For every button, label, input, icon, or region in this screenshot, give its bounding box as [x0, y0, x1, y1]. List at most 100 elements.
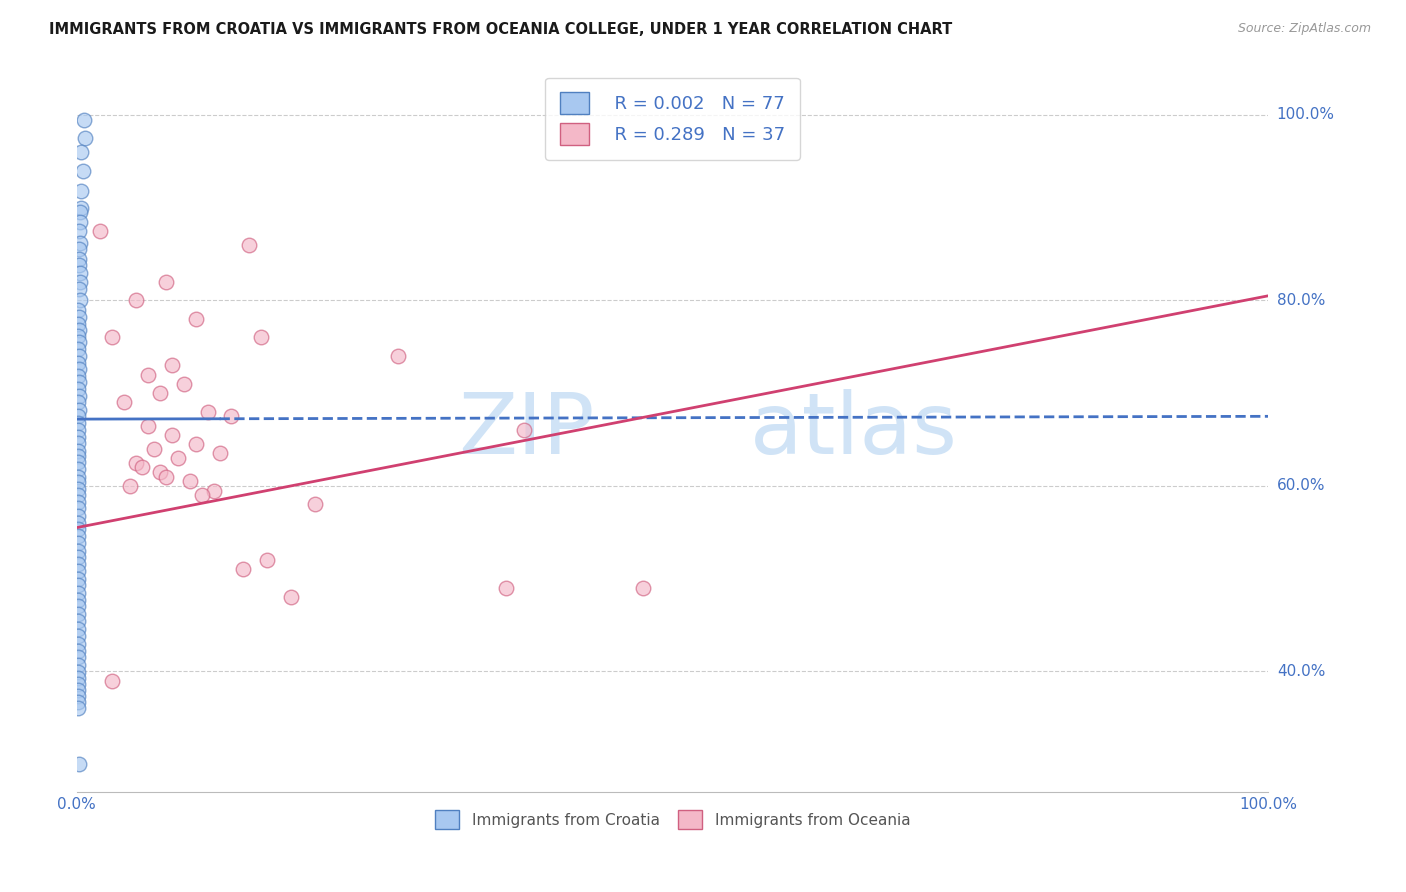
Point [66, 578, 89, 592]
Point [202, 483, 225, 498]
Point [66, 622, 89, 636]
Point [66, 317, 89, 331]
Point [184, 312, 207, 326]
Text: ZIP: ZIP [458, 389, 595, 472]
Point [66, 508, 89, 523]
Point [66, 557, 89, 571]
Point [66, 355, 89, 369]
Point [67, 757, 90, 772]
Point [67, 282, 90, 296]
Point [69, 214, 91, 228]
Point [72, 163, 94, 178]
Point [69, 266, 91, 280]
Point [66, 695, 89, 709]
Point [66, 682, 89, 697]
Point [69, 275, 91, 289]
Point [101, 673, 124, 688]
Point [67, 402, 90, 417]
Point [66, 409, 89, 424]
Point [208, 446, 231, 460]
Point [66, 368, 89, 383]
Point [66, 701, 89, 715]
Point [67, 323, 90, 337]
Point [66, 529, 89, 543]
Point [160, 359, 183, 373]
Point [66, 382, 89, 396]
Point [160, 428, 183, 442]
Point [66, 523, 89, 537]
Point [66, 572, 89, 586]
Point [125, 456, 148, 470]
Text: 60.0%: 60.0% [1277, 478, 1326, 493]
Point [67, 375, 90, 389]
Point [66, 665, 89, 680]
Point [304, 498, 326, 512]
Point [70, 201, 93, 215]
Point [73, 131, 96, 145]
Point [67, 362, 90, 376]
Point [631, 581, 654, 595]
Text: Source: ZipAtlas.com: Source: ZipAtlas.com [1237, 22, 1371, 36]
Point [173, 376, 195, 391]
Point [66, 629, 89, 643]
Point [66, 494, 89, 508]
Point [66, 501, 89, 516]
Point [66, 599, 89, 614]
Point [184, 437, 207, 451]
Point [387, 349, 409, 363]
Point [66, 430, 89, 444]
Point [70, 184, 93, 198]
Point [66, 677, 89, 691]
Point [66, 455, 89, 469]
Point [67, 258, 90, 272]
Point [70, 145, 93, 159]
Point [167, 451, 190, 466]
Point [155, 275, 177, 289]
Point [66, 449, 89, 463]
Point [66, 342, 89, 356]
Point [238, 237, 260, 252]
Point [66, 423, 89, 437]
Point [149, 465, 172, 479]
Point [67, 335, 90, 350]
Point [155, 469, 177, 483]
Point [69, 205, 91, 219]
Point [66, 328, 89, 343]
Point [67, 252, 90, 266]
Point [66, 302, 89, 317]
Point [232, 562, 254, 576]
Point [66, 644, 89, 658]
Point [66, 443, 89, 458]
Point [66, 657, 89, 672]
Point [221, 409, 243, 424]
Point [66, 593, 89, 607]
Text: 40.0%: 40.0% [1277, 664, 1324, 679]
Point [66, 636, 89, 650]
Point [66, 395, 89, 409]
Point [66, 607, 89, 621]
Point [280, 590, 302, 604]
Point [197, 405, 219, 419]
Point [125, 293, 148, 308]
Point [143, 442, 166, 456]
Point [495, 581, 517, 595]
Point [66, 671, 89, 685]
Text: 80.0%: 80.0% [1277, 293, 1324, 308]
Point [66, 615, 89, 629]
Point [73, 112, 96, 127]
Point [66, 536, 89, 550]
Point [66, 469, 89, 483]
Point [66, 544, 89, 558]
Point [149, 386, 172, 401]
Point [67, 389, 90, 403]
Point [120, 479, 142, 493]
Point [66, 475, 89, 490]
Point [67, 224, 90, 238]
Point [101, 330, 124, 344]
Text: 100.0%: 100.0% [1277, 107, 1334, 122]
Point [190, 488, 212, 502]
Point [179, 475, 201, 489]
Point [66, 516, 89, 530]
Point [66, 488, 89, 502]
Point [136, 418, 159, 433]
